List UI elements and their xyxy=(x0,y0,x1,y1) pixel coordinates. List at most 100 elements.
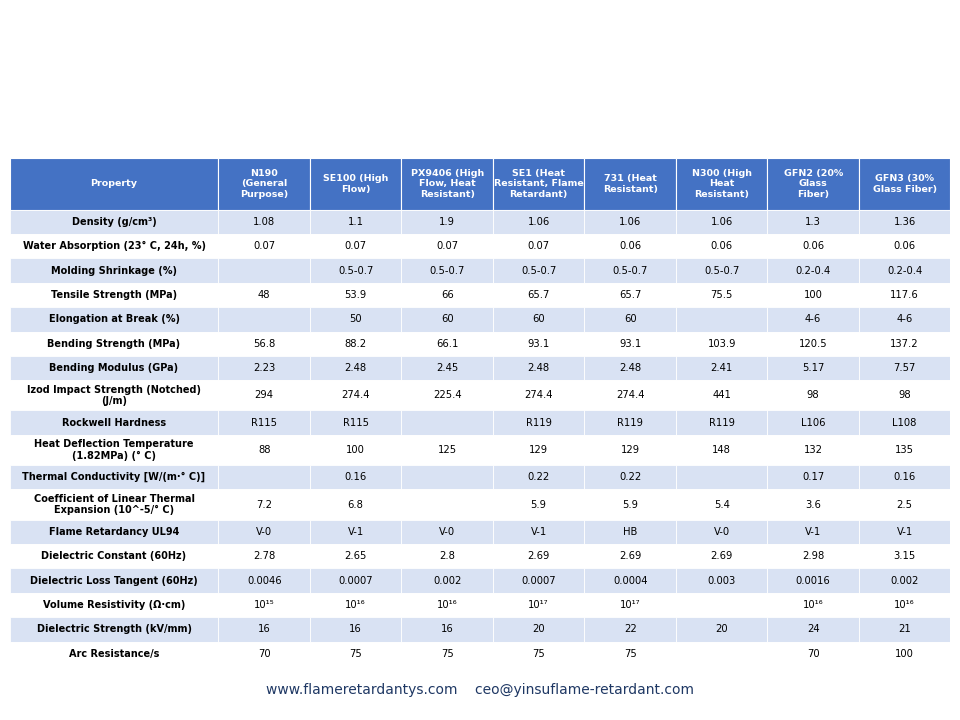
Text: 0.2-0.4: 0.2-0.4 xyxy=(796,266,830,276)
Bar xyxy=(859,380,950,410)
Text: R115: R115 xyxy=(343,418,369,428)
Text: 70: 70 xyxy=(258,649,271,659)
Text: 16: 16 xyxy=(441,624,453,634)
Bar xyxy=(10,380,219,410)
Text: V-1: V-1 xyxy=(805,527,822,537)
Text: 93.1: 93.1 xyxy=(528,338,550,348)
Bar xyxy=(401,410,492,435)
Bar xyxy=(676,234,767,258)
Bar xyxy=(492,158,585,210)
Bar xyxy=(767,258,859,283)
Text: 135: 135 xyxy=(895,445,914,455)
Text: 6.8: 6.8 xyxy=(348,500,364,510)
Bar xyxy=(767,617,859,642)
Text: Heat Deflection Temperature
(1.82MPa) (° C): Heat Deflection Temperature (1.82MPa) (°… xyxy=(35,439,194,461)
Bar xyxy=(492,331,585,356)
Bar xyxy=(10,234,219,258)
Bar xyxy=(219,258,310,283)
Text: 100: 100 xyxy=(896,649,914,659)
Bar xyxy=(585,520,676,544)
Bar xyxy=(492,617,585,642)
Bar xyxy=(219,210,310,234)
Bar xyxy=(401,642,492,666)
Bar xyxy=(401,234,492,258)
Bar xyxy=(676,435,767,465)
Bar xyxy=(767,410,859,435)
Bar xyxy=(767,520,859,544)
Text: 1.1: 1.1 xyxy=(348,217,364,227)
Bar xyxy=(859,410,950,435)
Bar xyxy=(401,283,492,307)
Text: R119: R119 xyxy=(708,418,734,428)
Bar xyxy=(401,617,492,642)
Bar xyxy=(859,283,950,307)
Text: Izod Impact Strength (Notched)
(J/m): Izod Impact Strength (Notched) (J/m) xyxy=(27,384,201,406)
Bar xyxy=(859,331,950,356)
Bar xyxy=(859,465,950,490)
Bar xyxy=(10,307,219,331)
Bar xyxy=(401,465,492,490)
Bar xyxy=(10,210,219,234)
Bar xyxy=(10,465,219,490)
Bar xyxy=(219,234,310,258)
Text: 60: 60 xyxy=(533,315,545,324)
Text: Flame Retardancy UL94: Flame Retardancy UL94 xyxy=(49,527,180,537)
Bar xyxy=(492,356,585,380)
Text: 0.0016: 0.0016 xyxy=(796,576,830,585)
Text: 274.4: 274.4 xyxy=(524,390,553,400)
Bar xyxy=(219,356,310,380)
Text: V-1: V-1 xyxy=(531,527,547,537)
Text: 731 (Heat
Resistant): 731 (Heat Resistant) xyxy=(603,174,658,194)
Bar xyxy=(676,642,767,666)
Bar xyxy=(401,210,492,234)
Text: 0.002: 0.002 xyxy=(891,576,919,585)
Bar xyxy=(10,520,219,544)
Text: 0.0007: 0.0007 xyxy=(521,576,556,585)
Bar xyxy=(767,544,859,569)
Text: 2.48: 2.48 xyxy=(345,363,367,373)
Text: 2.69: 2.69 xyxy=(619,552,641,562)
Text: 65.7: 65.7 xyxy=(527,290,550,300)
Text: L106: L106 xyxy=(801,418,826,428)
Text: 88.2: 88.2 xyxy=(345,338,367,348)
Bar xyxy=(676,569,767,593)
Text: 98: 98 xyxy=(806,390,820,400)
Text: V-1: V-1 xyxy=(348,527,364,537)
Text: 274.4: 274.4 xyxy=(342,390,370,400)
Bar xyxy=(585,331,676,356)
Bar xyxy=(219,544,310,569)
Bar xyxy=(767,356,859,380)
Bar xyxy=(859,569,950,593)
Bar xyxy=(767,210,859,234)
Bar xyxy=(10,593,219,617)
Text: 70: 70 xyxy=(806,649,820,659)
Text: 75: 75 xyxy=(349,649,362,659)
Bar xyxy=(767,331,859,356)
Text: Tensile Strength (MPa): Tensile Strength (MPa) xyxy=(51,290,177,300)
Text: 24: 24 xyxy=(806,624,820,634)
Text: Coefficient of Linear Thermal
Expansion (10^-5/° C): Coefficient of Linear Thermal Expansion … xyxy=(34,494,195,516)
Bar xyxy=(310,617,401,642)
Bar xyxy=(401,331,492,356)
Text: 3.15: 3.15 xyxy=(894,552,916,562)
Bar xyxy=(310,158,401,210)
Text: 2.8: 2.8 xyxy=(440,552,455,562)
Text: Dielectric Strength (kV/mm): Dielectric Strength (kV/mm) xyxy=(36,624,192,634)
Bar xyxy=(492,307,585,331)
Bar xyxy=(585,158,676,210)
Bar xyxy=(492,435,585,465)
Text: 2.23: 2.23 xyxy=(253,363,276,373)
Bar xyxy=(492,593,585,617)
Bar xyxy=(767,465,859,490)
Bar xyxy=(492,544,585,569)
Bar xyxy=(310,210,401,234)
Bar xyxy=(767,490,859,520)
Bar xyxy=(492,465,585,490)
Text: 0.06: 0.06 xyxy=(619,241,641,251)
Text: SE100 (High
Flow): SE100 (High Flow) xyxy=(323,174,389,194)
Text: 48: 48 xyxy=(258,290,271,300)
Text: 0.0046: 0.0046 xyxy=(247,576,281,585)
Text: SE1 (Heat
Resistant, Flame
Retardant): SE1 (Heat Resistant, Flame Retardant) xyxy=(493,169,584,199)
Text: 56.8: 56.8 xyxy=(253,338,276,348)
Text: 0.06: 0.06 xyxy=(803,241,825,251)
